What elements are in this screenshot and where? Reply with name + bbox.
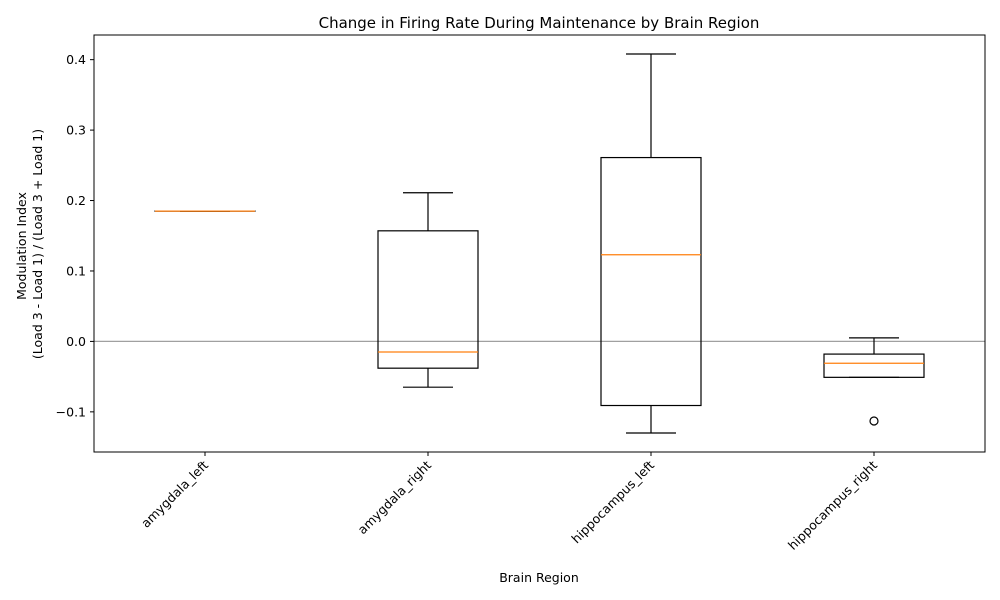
x-tick-label: hippocampus_left	[568, 457, 657, 546]
y-tick-label: −0.1	[56, 404, 86, 419]
y-tick-label: 0.1	[66, 263, 86, 278]
y-axis-label: Modulation Index (Load 3 - Load 1) / (Lo…	[14, 129, 45, 359]
iqr-box	[377, 230, 479, 369]
iqr-box	[823, 353, 925, 378]
y-tick-label: 0.0	[66, 334, 86, 349]
iqr-box	[600, 156, 702, 407]
x-tick-label: amygdala_right	[355, 457, 435, 537]
x-axis-label: Brain Region	[499, 570, 579, 585]
box-amygdala_right	[377, 192, 479, 388]
y-tick-label: 0.3	[66, 123, 86, 138]
chart-title: Change in Firing Rate During Maintenance…	[319, 14, 760, 32]
x-tick-label: amygdala_left	[138, 457, 211, 530]
box-hippocampus_right	[823, 337, 925, 426]
y-axis-label-line-2: (Load 3 - Load 1) / (Load 3 + Load 1)	[30, 129, 45, 359]
outlier-point	[869, 416, 879, 426]
box-hippocampus_left	[600, 53, 702, 434]
y-tick-label: 0.2	[66, 193, 86, 208]
plot-frame	[93, 34, 986, 453]
y-tick-label: 0.4	[66, 52, 86, 67]
plot-area: −0.1 0.0 0.1 0.2 0.3 0.4 amygdala_left amygdala…	[56, 34, 986, 553]
y-axis-label-line-1: Modulation Index	[14, 192, 29, 300]
x-tick-label: hippocampus_right	[785, 457, 880, 552]
